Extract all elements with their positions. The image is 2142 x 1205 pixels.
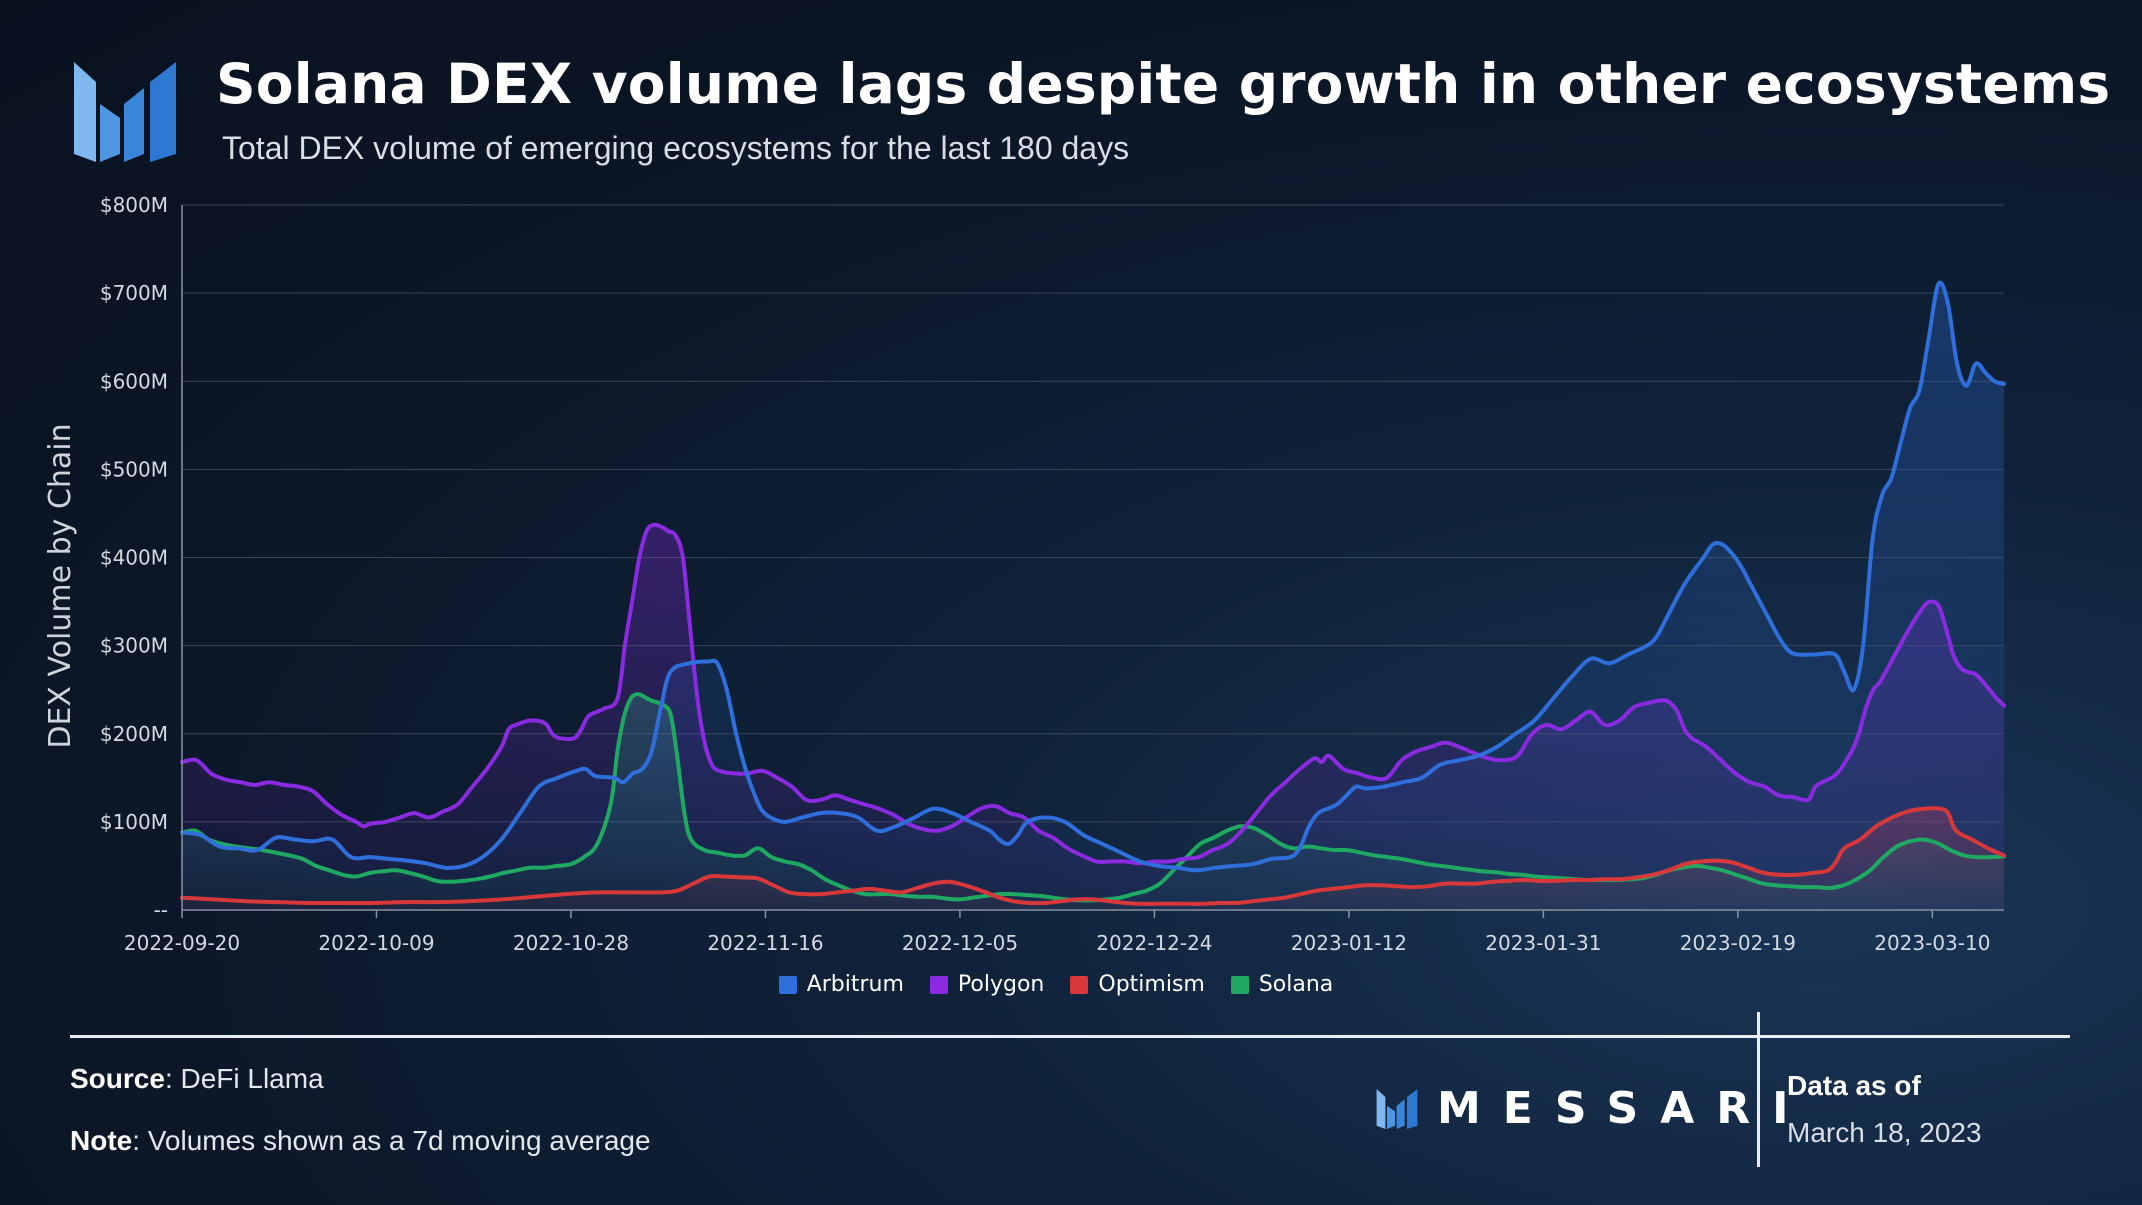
series-line-arbitrum xyxy=(180,280,2006,873)
chart-subtitle: Total DEX volume of emerging ecosystems … xyxy=(222,130,1130,166)
source-value: : DeFi Llama xyxy=(164,1063,324,1094)
y-tick-label: $400M xyxy=(100,546,168,570)
x-tick-label: 2022-10-09 xyxy=(318,931,434,955)
y-tick-label: $500M xyxy=(100,457,168,481)
series-line-optimism xyxy=(180,806,2006,906)
footer-vertical-divider xyxy=(1757,1012,1760,1167)
source-line: Source: DeFi Llama xyxy=(70,1063,324,1095)
chart-title: Solana DEX volume lags despite growth in… xyxy=(216,52,2111,116)
x-tick-label: 2022-10-28 xyxy=(513,931,629,955)
legend-swatch xyxy=(929,975,948,994)
legend-label: Solana xyxy=(1258,972,1334,997)
legend-swatch xyxy=(1230,975,1249,994)
y-tick-label: $100M xyxy=(100,810,168,834)
legend-label: Polygon xyxy=(957,972,1045,997)
note-label: Note xyxy=(70,1125,133,1156)
x-tick-label: 2022-12-05 xyxy=(902,931,1018,955)
series-line-solana xyxy=(180,692,2006,903)
y-tick-label: -- xyxy=(154,898,168,922)
chart-legend: Arbitrum Polygon Optimism Solana xyxy=(0,972,2142,997)
x-tick-label: 2023-03-10 xyxy=(1874,931,1990,955)
x-tick-label: 2023-01-12 xyxy=(1291,931,1407,955)
brand-logo: MESSARI xyxy=(1375,1083,1811,1134)
messari-logo-icon xyxy=(74,62,176,162)
chart: -- $100M $200M $300M $400M $500M $600M $700M $80… xyxy=(43,193,2006,955)
x-tick-label: 2023-01-31 xyxy=(1485,931,1601,955)
y-tick-label: $800M xyxy=(100,193,168,217)
legend-label: Optimism xyxy=(1098,972,1205,997)
legend-item-optimism: Optimism xyxy=(1070,972,1205,997)
x-tick-label: 2022-11-16 xyxy=(707,931,823,955)
legend-item-polygon: Polygon xyxy=(929,972,1045,997)
y-tick-label: $200M xyxy=(100,722,168,746)
as-of-label: Data as of xyxy=(1787,1070,1921,1101)
note-line: Note: Volumes shown as a 7d moving avera… xyxy=(70,1125,651,1157)
source-label: Source xyxy=(70,1063,165,1094)
brand-wordmark: MESSARI xyxy=(1437,1083,1811,1134)
x-tick-label: 2023-02-19 xyxy=(1680,931,1796,955)
y-tick-label: $600M xyxy=(100,369,168,393)
as-of-date: March 18, 2023 xyxy=(1787,1117,1982,1148)
x-tick-label: 2022-09-20 xyxy=(124,931,240,955)
y-axis-label: DEX Volume by Chain xyxy=(43,423,78,748)
note-value: : Volumes shown as a 7d moving average xyxy=(132,1125,651,1156)
legend-item-solana: Solana xyxy=(1230,972,1334,997)
series-line-polygon xyxy=(180,522,2006,866)
y-tick-label: $300M xyxy=(100,634,168,658)
legend-swatch xyxy=(778,975,797,994)
y-tick-label: $700M xyxy=(100,281,168,305)
x-tick-label: 2022-12-24 xyxy=(1096,931,1212,955)
series-area-arbitrum xyxy=(182,282,2004,910)
messari-mark-icon xyxy=(1376,1088,1418,1129)
legend-item-arbitrum: Arbitrum xyxy=(778,972,904,997)
legend-swatch xyxy=(1070,975,1089,994)
footer-divider xyxy=(70,1035,2070,1038)
legend-label: Arbitrum xyxy=(806,972,904,997)
